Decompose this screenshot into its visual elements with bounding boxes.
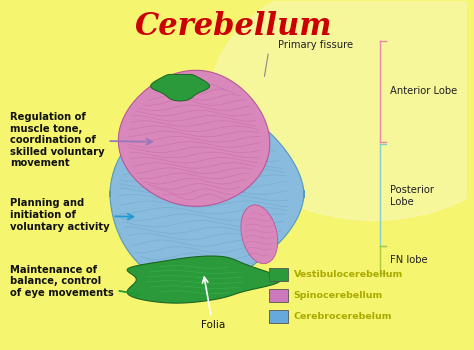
Text: FN lobe: FN lobe — [390, 256, 428, 265]
Polygon shape — [127, 256, 281, 303]
Polygon shape — [151, 75, 210, 101]
Polygon shape — [110, 105, 304, 288]
Text: Spinocerebellum: Spinocerebellum — [294, 291, 383, 300]
FancyBboxPatch shape — [269, 310, 288, 323]
Text: Posterior
Lobe: Posterior Lobe — [390, 185, 434, 207]
Text: Cerebrocerebelum: Cerebrocerebelum — [294, 312, 392, 321]
Text: Planning and
initiation of
voluntary activity: Planning and initiation of voluntary act… — [10, 198, 133, 232]
Text: Regulation of
muscle tone,
coordination of
skilled voluntary
movement: Regulation of muscle tone, coordination … — [10, 112, 152, 168]
Text: Primary fissure: Primary fissure — [278, 40, 353, 49]
FancyBboxPatch shape — [269, 268, 288, 281]
Text: Folia: Folia — [201, 277, 225, 330]
FancyBboxPatch shape — [269, 289, 288, 302]
Text: Cerebellum: Cerebellum — [135, 11, 332, 42]
Circle shape — [210, 0, 474, 220]
Polygon shape — [118, 70, 270, 206]
Ellipse shape — [241, 205, 278, 264]
Text: Maintenance of
balance, control
of eye movements: Maintenance of balance, control of eye m… — [10, 265, 140, 298]
Text: Vestibulocerebellum: Vestibulocerebellum — [294, 270, 403, 279]
Text: Anterior Lobe: Anterior Lobe — [390, 86, 457, 96]
